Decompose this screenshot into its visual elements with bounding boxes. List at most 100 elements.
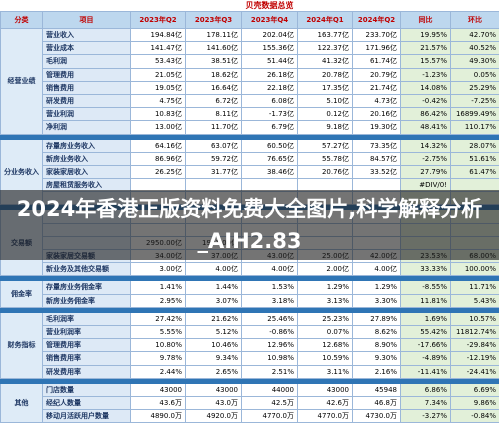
table-row: 分业务收入 存量房业务收入 64.16亿 63.07亿 60.50亿 57.27亿 73.3… [0, 138, 499, 206]
table-cell: 51.61% [450, 151, 499, 166]
table-row: 其他 门店数量 43000 43000 44000 43000 45948 6.86% 6.69… [0, 382, 499, 424]
table-cell: 40.52% [450, 41, 499, 56]
table-cell: 22.18亿 [241, 80, 298, 95]
table-cell: 2.65% [185, 364, 242, 379]
table-cell [130, 178, 186, 193]
column-header: 2024年Q2 [352, 11, 401, 29]
table-cell: 14.08% [400, 80, 451, 95]
table-cell: -2.75% [400, 151, 451, 166]
item-label: 营业成本 [42, 41, 131, 56]
table-cell: 10.59% [297, 351, 353, 366]
table-cell: 55.78亿 [297, 151, 353, 166]
table-cell: 42.6万 [297, 395, 353, 411]
table-cell: 21.05亿 [130, 67, 186, 82]
table-cell: -11.41% [400, 364, 451, 379]
table-cell: -1.73亿 [241, 107, 298, 122]
table-cell: 155.36亿 [241, 41, 298, 56]
table-row: 管理费用 21.05亿 18.62亿 26.18亿 20.78亿 20.79亿 -1.23%… [1, 67, 499, 82]
table-row: 经纪人数量 43.6万 43.0万 42.5万 42.6万 46.8万 7.34% 9.86% [1, 395, 499, 411]
table-cell: 6.72亿 [185, 93, 242, 109]
table-row: 家装家居收入 26.25亿 31.77亿 38.46亿 20.76亿 33.52亿 27.7… [1, 164, 499, 180]
table-cell: 5.12% [185, 324, 242, 340]
table-cell: 63.07亿 [185, 138, 242, 153]
table-cell: 11812.74% [450, 324, 499, 340]
item-label: 移动月活跃用户数量 [42, 409, 131, 424]
table-row: 新房业务收入 86.96亿 59.72亿 76.65亿 55.78亿 84.57亿 -2.7… [1, 151, 499, 166]
table-cell: 9.30% [352, 351, 401, 366]
item-label: 研发费用率 [42, 364, 131, 379]
table-cell: 1.69% [400, 311, 451, 326]
item-label: 新房业务收入 [42, 151, 131, 166]
table-cell: 55.42% [400, 324, 451, 340]
table-cell: 3.18% [241, 293, 298, 308]
table-cell: 6.79亿 [241, 120, 298, 135]
table-cell: 43.6万 [130, 395, 186, 411]
table-cell: 31.77亿 [185, 164, 242, 180]
table-cell: 110.17% [450, 120, 499, 135]
table-cell: 27.89% [352, 311, 401, 326]
item-label: 销售费用 [42, 80, 131, 95]
table-cell: 0.07% [297, 324, 353, 340]
table-cell: 28.07% [450, 138, 499, 153]
table-cell: 5.10亿 [297, 93, 353, 109]
item-label: 存量房业务收入 [42, 138, 131, 153]
table-cell: 7.34% [400, 395, 451, 411]
item-label: 家装家居收入 [42, 164, 131, 180]
item-label: 研发费用 [42, 93, 131, 109]
table-cell: 21.57% [400, 41, 451, 56]
table-cell: 86.96亿 [130, 151, 186, 166]
table-row: 管理费用率 10.80% 10.46% 12.96% 12.68% 8.90% -17.66… [1, 338, 499, 353]
table-cell: 9.34% [185, 351, 242, 366]
table-cell: -29.84% [450, 338, 499, 353]
table-cell: 6.08亿 [241, 93, 298, 109]
table-cell: 16.64亿 [185, 80, 242, 95]
table-cell: 6.69% [450, 382, 499, 397]
table-cell: 25.23% [297, 311, 353, 326]
table-cell: 163.77亿 [297, 27, 353, 43]
table-cell: 21.74亿 [352, 80, 401, 95]
table-cell: 16899.49% [450, 107, 499, 122]
table-cell: 51.44亿 [241, 54, 298, 69]
table-cell: 43000 [130, 382, 186, 397]
table-cell: 2.16% [352, 364, 401, 379]
item-label: 管理费用 [42, 67, 131, 82]
table-cell: 0.12亿 [297, 107, 353, 122]
table-cell: 27.79% [400, 164, 451, 180]
table-cell: 9.78% [130, 351, 186, 366]
table-cell: 1.53% [241, 280, 298, 295]
table-cell: 178.11亿 [185, 27, 242, 43]
table-cell: 48.41% [400, 120, 451, 135]
table-cell: -1.23% [400, 67, 451, 82]
table-cell: 60.50亿 [241, 138, 298, 153]
table-cell: 43000 [297, 382, 353, 397]
table-cell: 4.75亿 [130, 93, 186, 109]
table-cell: 64.16亿 [130, 138, 186, 153]
table-cell: 4.73亿 [352, 93, 401, 109]
table-cell: 59.72亿 [185, 151, 242, 166]
table-cell: 42.5万 [241, 395, 298, 411]
table-cell: -8.55% [400, 280, 451, 295]
table-cell: 10.80% [130, 338, 186, 353]
table-cell: 53.43亿 [130, 54, 186, 69]
item-label: 毛利润率 [42, 311, 131, 326]
table-cell: 9.18亿 [297, 120, 353, 135]
item-label: 营业收入 [42, 27, 131, 43]
table-cell [297, 178, 353, 193]
header-row: 分类 项目 2023年Q2 2023年Q3 2023年Q4 2024年Q1 2024年Q2 同… [0, 11, 499, 29]
table-cell: 5.55% [130, 324, 186, 340]
column-header: 2024年Q1 [297, 11, 353, 29]
group-label: 经营业绩 [0, 28, 43, 135]
item-label: 毛利润 [42, 54, 131, 69]
column-header: 分类 [0, 11, 43, 29]
table-cell: 3.00亿 [130, 262, 186, 277]
table-cell: 46.8万 [352, 395, 401, 411]
table-cell: 141.60亿 [185, 41, 242, 56]
table-cell: 76.65亿 [241, 151, 298, 166]
item-label: 销售费用率 [42, 351, 131, 366]
table-cell: 12.96% [241, 338, 298, 353]
table-cell: 194.84亿 [130, 27, 186, 43]
table-cell: 11.70亿 [185, 120, 242, 135]
table-cell: 33.33% [400, 262, 451, 277]
table-cell: 20.76亿 [297, 164, 353, 180]
table-cell: 4730.0万 [352, 409, 401, 424]
